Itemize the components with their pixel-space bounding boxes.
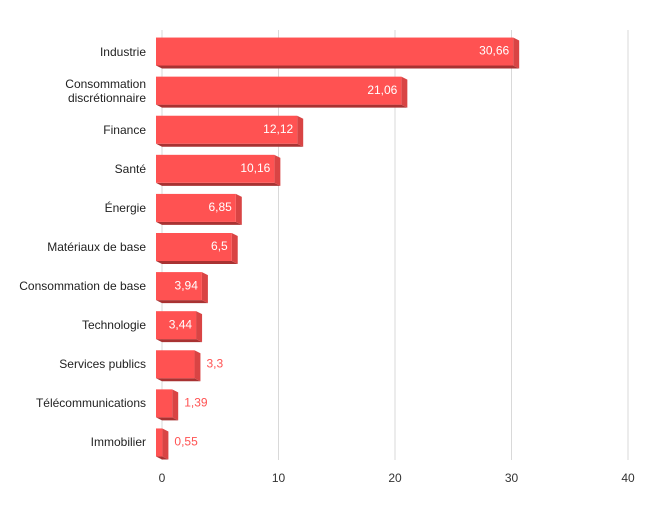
y-tick-label: Énergie: [104, 200, 146, 215]
data-label: 3,3: [206, 356, 223, 370]
y-tick-label: Consommation discrétionnaire: [65, 76, 146, 105]
bar: [156, 272, 208, 304]
bar: [156, 428, 169, 460]
y-tick-label: Télécommunications: [35, 396, 146, 411]
data-label: 30,66: [479, 44, 509, 58]
y-tick-label: Matériaux de base: [47, 240, 146, 254]
bar: [156, 233, 238, 264]
data-label: 3,44: [169, 317, 193, 331]
data-label: 3,94: [175, 278, 199, 292]
bar: [156, 389, 179, 421]
bar: [156, 311, 203, 343]
x-tick-label: 0: [159, 471, 166, 485]
y-tick-label: Services publics: [59, 357, 146, 372]
y-tick-label: Immobilier: [90, 435, 146, 450]
x-tick-label: 40: [621, 471, 635, 485]
y-tick-label: Finance: [103, 122, 146, 137]
bar: [156, 350, 201, 382]
bar: [156, 154, 281, 186]
data-label: 1,39: [184, 396, 208, 410]
bar: [156, 193, 242, 225]
bar: [156, 115, 304, 147]
bar: [156, 37, 520, 69]
data-label: 6,85: [208, 200, 232, 214]
data-label: 0,55: [174, 435, 198, 449]
bar: [156, 76, 408, 108]
data-label: 6,5: [211, 239, 228, 253]
data-label: 10,16: [240, 161, 270, 175]
data-label: 21,06: [367, 83, 397, 97]
data-label: 12,12: [263, 122, 293, 136]
y-tick-label: Santé: [114, 161, 146, 176]
x-tick-label: 20: [388, 471, 402, 485]
y-tick-label: Consommation de base: [19, 279, 146, 294]
y-tick-label: Technologie: [81, 318, 146, 333]
x-tick-label: 30: [505, 471, 519, 485]
y-tick-label: Industrie: [99, 44, 146, 59]
x-tick-label: 10: [272, 471, 286, 485]
